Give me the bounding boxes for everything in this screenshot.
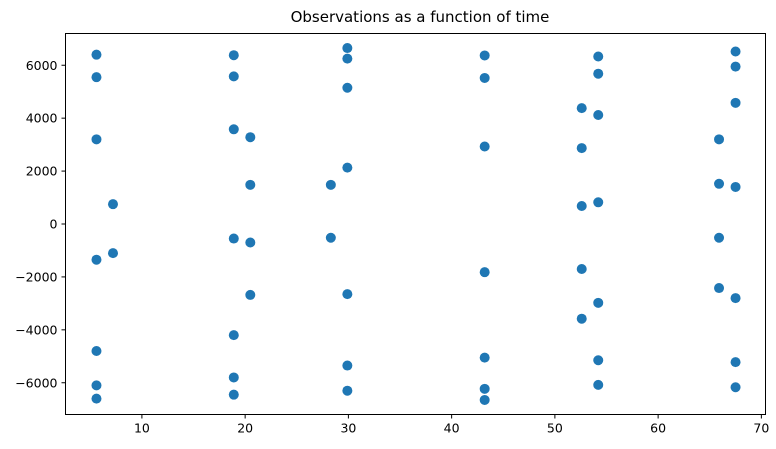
plot-frame [65, 33, 766, 415]
data-point [593, 68, 604, 79]
y-tick-label: 6000 [26, 58, 58, 73]
data-point [228, 372, 239, 383]
x-tick-label: 40 [444, 421, 460, 436]
data-point [479, 50, 490, 61]
x-tick-label: 30 [340, 421, 356, 436]
data-point [593, 379, 604, 390]
data-point [576, 201, 587, 212]
data-point [342, 53, 353, 64]
data-point [576, 103, 587, 114]
data-point [91, 72, 102, 83]
data-point [245, 179, 256, 190]
data-point [714, 178, 725, 189]
data-point [730, 61, 741, 72]
data-point [228, 50, 239, 61]
y-tick-label: 0 [50, 217, 58, 232]
y-tick-label: 4000 [26, 111, 58, 126]
x-tick-label: 60 [650, 421, 666, 436]
data-point [479, 141, 490, 152]
data-point [107, 199, 118, 210]
data-point [593, 297, 604, 308]
x-tick-label: 20 [237, 421, 253, 436]
data-point [730, 46, 741, 57]
data-point [714, 283, 725, 294]
y-tick-label: −2000 [15, 269, 57, 284]
data-point [342, 385, 353, 396]
data-point [91, 254, 102, 265]
data-point [593, 355, 604, 366]
data-point [91, 346, 102, 356]
y-axis: −6000 −4000 −2000 0 2000 4000 6000 [15, 58, 66, 390]
x-tick-label: 50 [547, 421, 563, 436]
y-tick-label: 2000 [26, 164, 58, 179]
data-point [576, 263, 587, 274]
data-point [342, 82, 353, 93]
data-point [730, 293, 741, 304]
data-point [714, 134, 725, 145]
data-point [325, 179, 336, 190]
data-point [730, 97, 741, 108]
data-point [245, 237, 256, 248]
data-point [342, 360, 353, 371]
data-point [479, 383, 490, 394]
data-point [593, 51, 604, 62]
data-point [342, 43, 353, 54]
data-point [91, 49, 102, 60]
data-point [91, 393, 102, 404]
data-point [576, 313, 587, 324]
data-point [107, 248, 118, 259]
data-point [245, 289, 256, 300]
data-point [228, 330, 239, 341]
data-point [342, 289, 353, 300]
data-points [91, 43, 741, 405]
data-point [228, 124, 239, 135]
data-point [479, 267, 490, 278]
y-tick-label: −6000 [15, 375, 57, 390]
chart-title: Observations as a function of time [291, 8, 550, 26]
data-point [730, 181, 741, 192]
data-point [730, 382, 741, 393]
data-point [342, 162, 353, 173]
data-point [479, 72, 490, 83]
data-point [576, 143, 587, 154]
data-point [228, 389, 239, 400]
y-tick-label: −4000 [15, 322, 57, 337]
data-point [730, 357, 741, 368]
data-point [593, 109, 604, 120]
x-tick-label: 10 [134, 421, 150, 436]
data-point [479, 352, 490, 363]
data-point [325, 232, 336, 243]
x-axis: 10 20 30 40 50 60 70 [134, 414, 769, 436]
data-point [228, 71, 239, 82]
data-point [91, 380, 102, 391]
data-point [245, 132, 256, 143]
data-point [228, 233, 239, 244]
data-point [593, 197, 604, 208]
data-point [479, 394, 490, 405]
data-point [714, 232, 725, 243]
x-tick-label: 70 [753, 421, 769, 436]
data-point [91, 134, 102, 145]
